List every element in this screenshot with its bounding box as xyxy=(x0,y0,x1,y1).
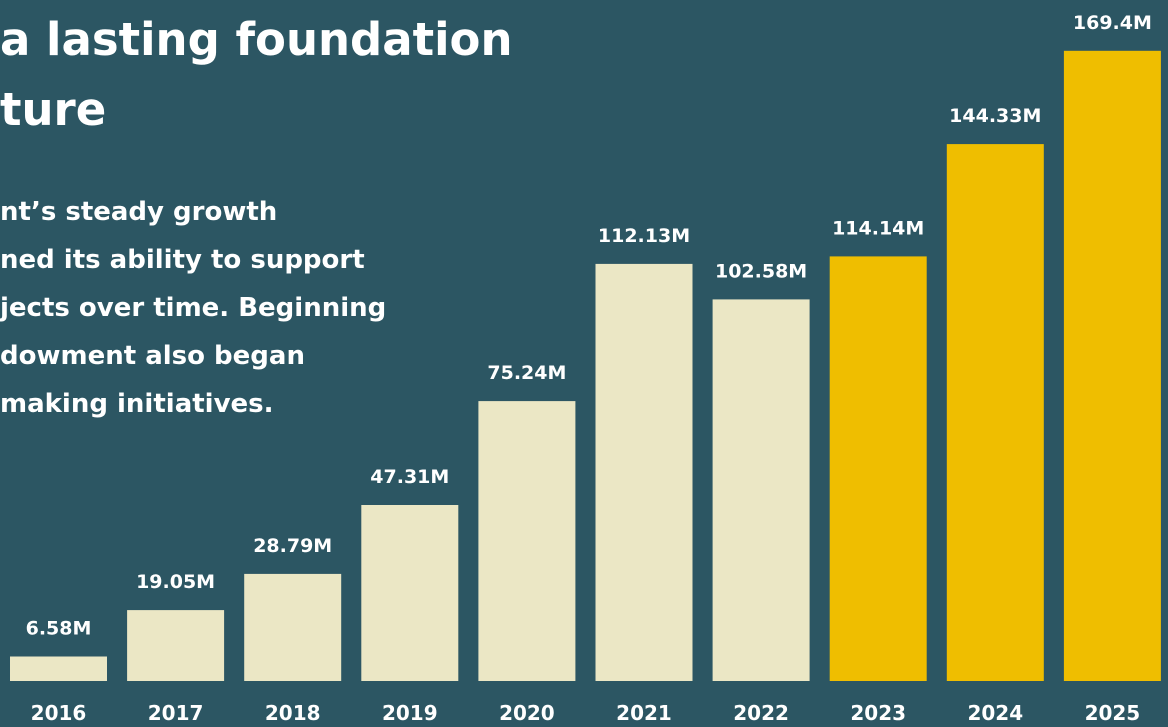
bar-2022 xyxy=(712,299,810,681)
body-line-5: making initiatives. xyxy=(0,389,274,419)
x-tick-label-2020: 2020 xyxy=(499,701,555,725)
x-tick-label-2024: 2024 xyxy=(967,701,1023,725)
value-label-2023: 114.14M xyxy=(832,217,924,239)
body-line-2: ned its ability to support xyxy=(0,245,365,275)
bar-2017 xyxy=(127,610,225,681)
x-tick-label-2016: 2016 xyxy=(31,701,87,725)
x-tick-label-2017: 2017 xyxy=(148,701,204,725)
value-label-2019: 47.31M xyxy=(370,466,449,488)
bar-2025 xyxy=(1063,50,1161,682)
body-line-3: jects over time. Beginning xyxy=(0,293,387,323)
value-label-2020: 75.24M xyxy=(487,362,566,384)
x-tick-label-2023: 2023 xyxy=(850,701,906,725)
body-line-1: nt’s steady growth xyxy=(0,197,278,227)
value-label-2025: 169.4M xyxy=(1073,12,1152,34)
bar-2021 xyxy=(595,263,693,681)
body-line-4: dowment also began xyxy=(0,341,305,371)
bar-2016 xyxy=(10,656,107,681)
value-label-2021: 112.13M xyxy=(598,225,690,247)
bar-2023 xyxy=(829,256,927,681)
bar-2019 xyxy=(361,505,459,681)
x-tick-label-2018: 2018 xyxy=(265,701,321,725)
value-label-2017: 19.05M xyxy=(136,571,215,593)
body-paragraph: nt’s steady growth ned its ability to su… xyxy=(0,188,386,428)
headline: a lasting foundation ture xyxy=(0,0,513,145)
value-label-2024: 144.33M xyxy=(949,105,1041,127)
headline-line-2: ture xyxy=(0,83,107,136)
x-tick-label-2019: 2019 xyxy=(382,701,438,725)
value-label-2022: 102.58M xyxy=(715,260,807,282)
x-tick-label-2021: 2021 xyxy=(616,701,672,725)
x-tick-label-2022: 2022 xyxy=(733,701,789,725)
bar-2024 xyxy=(946,144,1044,682)
headline-line-1: a lasting foundation xyxy=(0,13,513,66)
bar-2018 xyxy=(244,573,342,681)
bar-2020 xyxy=(478,401,576,681)
value-label-2016: 6.58M xyxy=(26,618,92,640)
x-tick-label-2025: 2025 xyxy=(1085,701,1141,725)
value-label-2018: 28.79M xyxy=(253,535,332,557)
